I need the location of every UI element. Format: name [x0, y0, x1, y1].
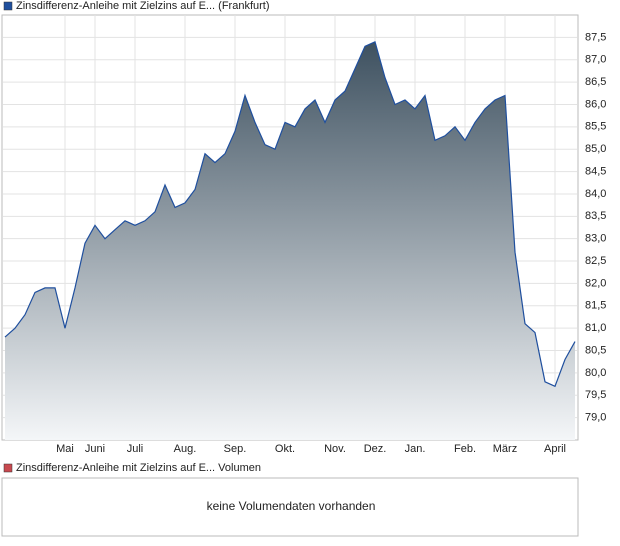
y-tick-label: 83,0	[585, 233, 606, 245]
volume-frame	[1, 477, 579, 537]
legend-label: Zinsdifferenz-Anleihe mit Zielzins auf E…	[16, 0, 270, 12]
y-tick-label: 87,5	[585, 31, 606, 43]
y-tick-label: 85,0	[585, 143, 606, 155]
y-tick-label: 86,0	[585, 98, 606, 110]
y-tick-label: 86,5	[585, 76, 606, 88]
x-tick-label: Nov.	[324, 443, 346, 455]
volume-message: keine Volumendaten vorhanden	[207, 499, 376, 513]
y-tick-label: 81,5	[585, 300, 606, 312]
y-tick-label: 84,5	[585, 165, 606, 177]
legend-swatch	[3, 463, 13, 473]
x-tick-label: Dez.	[364, 443, 387, 455]
x-tick-label: Mai	[56, 443, 74, 455]
legend-label: Zinsdifferenz-Anleihe mit Zielzins auf E…	[16, 462, 261, 474]
x-tick-label: April	[544, 443, 566, 455]
y-tick-label: 79,5	[585, 389, 606, 401]
x-tick-label: Okt.	[275, 443, 295, 455]
y-tick-label: 80,0	[585, 367, 606, 379]
x-tick-label: Aug.	[174, 443, 197, 455]
y-tick-label: 82,5	[585, 255, 606, 267]
y-tick-label: 82,0	[585, 277, 606, 289]
y-tick-label: 79,0	[585, 412, 606, 424]
x-tick-label: März	[493, 443, 517, 455]
area	[5, 41, 575, 441]
y-tick-label: 81,0	[585, 322, 606, 334]
y-tick-label: 87,0	[585, 54, 606, 66]
y-tick-label: 80,5	[585, 344, 606, 356]
line	[4, 40, 576, 388]
y-tick-label: 85,5	[585, 121, 606, 133]
x-tick-label: Juli	[127, 443, 144, 455]
y-tick-label: 84,0	[585, 188, 606, 200]
x-tick-label: Jan.	[405, 443, 426, 455]
y-tick-label: 83,5	[585, 210, 606, 222]
legend-swatch	[3, 1, 13, 11]
x-tick-label: Juni	[85, 443, 105, 455]
x-tick-label: Sep.	[224, 443, 247, 455]
x-tick-label: Feb.	[454, 443, 476, 455]
